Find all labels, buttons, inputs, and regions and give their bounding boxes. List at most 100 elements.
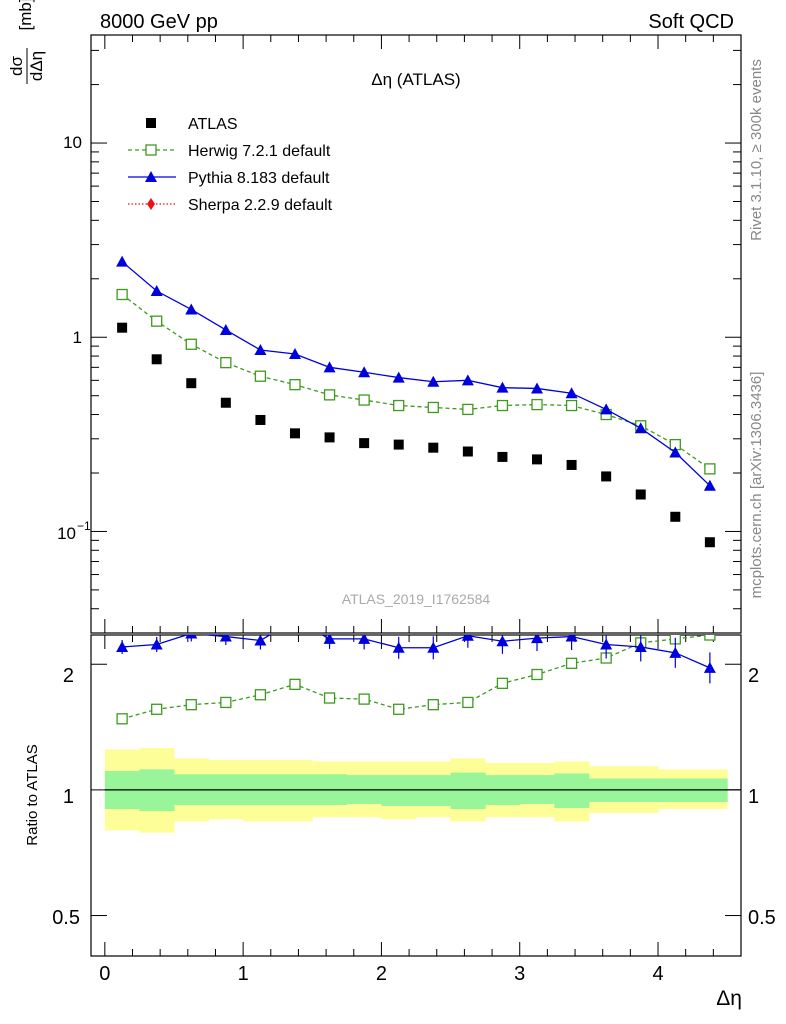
main-frame bbox=[90, 34, 742, 634]
herwig-ratio-point bbox=[185, 699, 197, 711]
herwig-ratio-point bbox=[704, 635, 716, 641]
main-y-axis-label: dσ dΔη [mb] bbox=[7, 0, 46, 84]
pythia-point bbox=[461, 374, 474, 386]
herwig-point bbox=[393, 399, 405, 412]
atlas-point bbox=[462, 446, 473, 457]
atlas-point bbox=[532, 454, 543, 465]
x-tick-labels: 0 1 2 3 4 bbox=[99, 963, 663, 985]
pythia-point bbox=[116, 255, 129, 267]
ratio-panel: 2 1 0.5 2 1 0.5 Ratio to ATLAS 0 1 2 3 4 Δη bbox=[24, 614, 776, 1010]
herwig-ratio-point bbox=[151, 703, 163, 715]
x-tick-label: 1 bbox=[238, 963, 249, 985]
pythia-ratio-point bbox=[219, 635, 232, 642]
pythia-ratio-point bbox=[669, 646, 682, 658]
ratio-y-tick-2-left: 2 bbox=[63, 665, 74, 687]
ylabel-denominator: dΔη bbox=[27, 51, 46, 81]
legend-marker-herwig bbox=[145, 144, 157, 156]
atlas-point bbox=[635, 489, 646, 500]
y-tick-label-1: 1 bbox=[73, 328, 82, 347]
x-tick-label: 3 bbox=[514, 963, 525, 985]
atlas-point bbox=[359, 438, 370, 449]
main-title: Δη (ATLAS) bbox=[371, 70, 460, 89]
pythia-ratio-point bbox=[116, 640, 129, 652]
watermark: ATLAS_2019_I1762584 bbox=[342, 591, 491, 607]
x-tick-label: 2 bbox=[376, 963, 387, 985]
ratio-bands bbox=[104, 747, 741, 833]
herwig-ratio-point bbox=[531, 668, 543, 681]
x-axis-label: Δη bbox=[716, 987, 742, 1010]
ratio-y-tick-1-left: 1 bbox=[63, 786, 74, 808]
legend-marker-sherpa bbox=[147, 198, 155, 210]
atlas-point bbox=[220, 397, 231, 408]
herwig-ratio-point bbox=[289, 678, 301, 690]
ratio-y-axis-label: Ratio to ATLAS bbox=[24, 744, 41, 845]
herwig-point bbox=[254, 370, 267, 382]
atlas-point bbox=[670, 511, 681, 522]
pythia-ratio-point bbox=[634, 640, 647, 652]
pythia-point bbox=[634, 422, 647, 434]
main-series bbox=[116, 255, 716, 548]
herwig-ratio-point bbox=[462, 696, 474, 709]
pythia-ratio-point bbox=[600, 638, 613, 650]
pythia-line bbox=[121, 261, 711, 487]
pythia-point bbox=[600, 403, 613, 415]
atlas-point bbox=[428, 442, 439, 453]
herwig-point bbox=[289, 379, 301, 391]
herwig-ratio-point bbox=[254, 689, 267, 701]
energy-label: 8000 GeV pp bbox=[100, 11, 218, 33]
atlas-point bbox=[601, 471, 612, 482]
pythia-ratio-point bbox=[427, 641, 440, 653]
atlas-point bbox=[497, 451, 508, 462]
pythia-point bbox=[185, 303, 198, 315]
herwig-point bbox=[185, 338, 197, 350]
pythia-ratio-point bbox=[185, 635, 198, 639]
herwig-ratio-point bbox=[220, 696, 232, 709]
pythia-ratio-point bbox=[289, 614, 301, 625]
pythia-ratio-point bbox=[150, 638, 163, 650]
rivet-label: Rivet 3.1.10, ≥ 300k events bbox=[748, 59, 765, 241]
ratio-y-tick-2-right: 2 bbox=[748, 665, 759, 687]
legend-marker-pythia bbox=[145, 171, 157, 182]
x-tick-label: 0 bbox=[99, 963, 110, 985]
pythia-ratio-point bbox=[392, 641, 405, 653]
ratio-y-tick-0.5-right: 0.5 bbox=[748, 907, 776, 929]
legend-marker-atlas bbox=[146, 118, 156, 128]
herwig-point bbox=[427, 401, 439, 414]
main-tick-labels: 10 1 10 −1 bbox=[57, 133, 91, 543]
pythia-ratio-point bbox=[531, 635, 544, 644]
herwig-point bbox=[220, 356, 232, 369]
pythia-ratio-point bbox=[358, 635, 371, 644]
process-label: Soft QCD bbox=[648, 11, 734, 33]
ratio-band-inner bbox=[381, 775, 417, 806]
pythia-point bbox=[496, 381, 509, 393]
herwig-ratio-line bbox=[121, 635, 710, 720]
mcplots-label: mcplots.cern.ch [arXiv:1306.3436] bbox=[748, 372, 765, 599]
pythia-ratio-point bbox=[461, 635, 474, 641]
legend-label-atlas: ATLAS bbox=[188, 116, 238, 133]
herwig-point bbox=[496, 399, 509, 412]
pythia-ratio-line bbox=[122, 635, 711, 669]
ratio-band-inner bbox=[554, 773, 590, 808]
pythia-ratio-point bbox=[496, 635, 509, 647]
herwig-point bbox=[323, 389, 336, 401]
legend: ATLAS Herwig 7.2.1 default Pythia 8.183 … bbox=[128, 116, 333, 214]
legend-label-pythia: Pythia 8.183 default bbox=[188, 170, 330, 187]
herwig-ratio-point bbox=[565, 657, 578, 669]
pythia-point bbox=[427, 375, 440, 387]
herwig-point bbox=[531, 398, 543, 411]
main-panel: Δη (ATLAS) ATLAS_2019_I1762584 dσ dΔη [m… bbox=[7, 0, 742, 634]
ratio-series bbox=[116, 614, 716, 725]
pythia-point bbox=[358, 366, 371, 378]
pythia-point bbox=[288, 347, 301, 359]
ratio-y-tick-1-right: 1 bbox=[748, 786, 759, 808]
herwig-ratio-point bbox=[358, 693, 370, 705]
y-tick-label-0.1-exp: −1 bbox=[77, 519, 91, 533]
pythia-point bbox=[703, 479, 716, 491]
atlas-point bbox=[324, 432, 335, 443]
pythia-point bbox=[150, 285, 163, 297]
herwig-ratio-point bbox=[116, 713, 128, 725]
y-tick-label-10: 10 bbox=[63, 133, 82, 152]
herwig-point bbox=[462, 403, 474, 416]
ylabel-numerator: dσ bbox=[7, 56, 26, 76]
herwig-ratio-point bbox=[323, 692, 336, 704]
